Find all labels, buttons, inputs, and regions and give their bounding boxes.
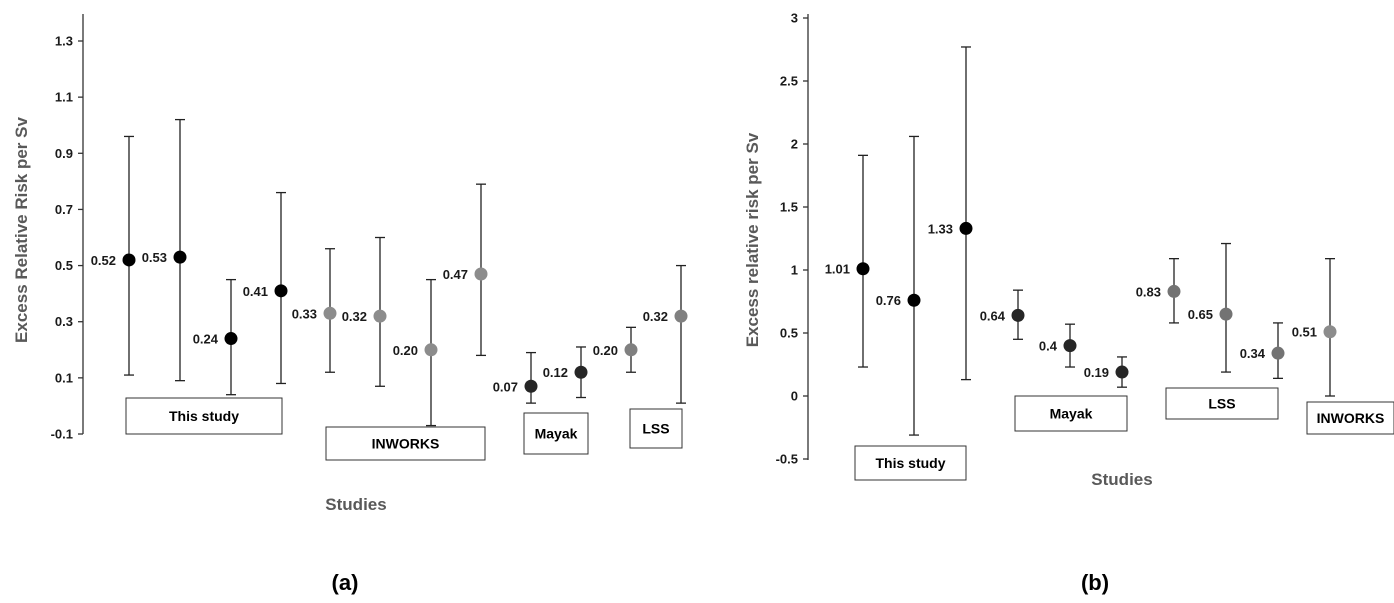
data-label: 0.83 bbox=[1136, 284, 1161, 299]
group-label: This study bbox=[169, 408, 239, 424]
data-point bbox=[224, 332, 238, 346]
group-label: LSS bbox=[1208, 396, 1235, 412]
data-label: 0.32 bbox=[342, 309, 367, 324]
data-label: 0.20 bbox=[393, 343, 418, 358]
data-point bbox=[674, 309, 688, 323]
data-point bbox=[524, 379, 538, 393]
y-tick-label: 0.5 bbox=[780, 326, 798, 341]
group-label: Mayak bbox=[1050, 406, 1093, 422]
group-label: This study bbox=[875, 455, 945, 471]
group-box bbox=[629, 408, 683, 449]
panel-label: (b) bbox=[1081, 570, 1109, 595]
data-point bbox=[323, 306, 337, 320]
data-label: 0.24 bbox=[193, 332, 219, 347]
data-label: 0.4 bbox=[1039, 339, 1058, 354]
data-point bbox=[1011, 308, 1025, 322]
data-label: 0.65 bbox=[1188, 307, 1213, 322]
data-label: 0.41 bbox=[243, 284, 268, 299]
data-point bbox=[574, 365, 588, 379]
data-point bbox=[959, 221, 973, 235]
data-point bbox=[274, 284, 288, 298]
group-box bbox=[125, 397, 283, 435]
data-point bbox=[1323, 325, 1337, 339]
data-label: 0.19 bbox=[1084, 365, 1109, 380]
data-point bbox=[1115, 365, 1129, 379]
y-tick-label: 2.5 bbox=[780, 74, 798, 89]
data-point bbox=[907, 293, 921, 307]
data-label: 0.53 bbox=[142, 250, 167, 265]
data-point bbox=[1271, 346, 1285, 360]
data-label: 0.34 bbox=[1240, 346, 1266, 361]
data-label: 0.07 bbox=[493, 379, 518, 394]
data-label: 1.01 bbox=[825, 262, 850, 277]
y-tick-label: 0.7 bbox=[55, 202, 73, 217]
data-point bbox=[373, 309, 387, 323]
x-axis-title: Studies bbox=[325, 495, 386, 514]
y-tick-label: -0.5 bbox=[776, 452, 798, 467]
data-point bbox=[122, 253, 136, 267]
data-label: 0.20 bbox=[593, 343, 618, 358]
y-tick-label: 2 bbox=[791, 137, 798, 152]
data-label: 0.51 bbox=[1292, 325, 1317, 340]
group-box bbox=[523, 412, 589, 455]
x-axis-title: Studies bbox=[1091, 470, 1152, 489]
data-point bbox=[1167, 284, 1181, 298]
y-tick-label: 1.3 bbox=[55, 34, 73, 49]
data-label: 0.47 bbox=[443, 267, 468, 282]
data-point bbox=[474, 267, 488, 281]
y-tick-label: 0.3 bbox=[55, 314, 73, 329]
data-label: 1.33 bbox=[928, 221, 953, 236]
y-tick-label: 0.9 bbox=[55, 146, 73, 161]
data-label: 0.76 bbox=[876, 293, 901, 308]
data-point bbox=[1063, 339, 1077, 353]
y-tick-label: 1.1 bbox=[55, 90, 73, 105]
data-point bbox=[173, 250, 187, 264]
data-point bbox=[856, 262, 870, 276]
group-box bbox=[1165, 387, 1279, 420]
y-tick-label: 0 bbox=[791, 389, 798, 404]
group-box bbox=[325, 426, 486, 461]
y-axis-title: Excess relative risk per Sv bbox=[743, 132, 762, 347]
panel-label: (a) bbox=[332, 570, 359, 595]
y-tick-label: 0.5 bbox=[55, 258, 73, 273]
group-box bbox=[1014, 395, 1128, 432]
y-tick-label: -0.1 bbox=[51, 427, 73, 442]
data-label: 0.12 bbox=[543, 365, 568, 380]
y-tick-label: 0.1 bbox=[55, 370, 73, 385]
group-label: INWORKS bbox=[372, 436, 440, 452]
y-tick-label: 1.5 bbox=[780, 200, 798, 215]
data-label: 0.33 bbox=[292, 306, 317, 321]
y-tick-label: 3 bbox=[791, 11, 798, 26]
y-tick-label: 1 bbox=[791, 263, 798, 278]
group-label: INWORKS bbox=[1317, 410, 1385, 426]
y-axis-title: Excess Relative Risk per Sv bbox=[12, 117, 31, 343]
data-point bbox=[424, 343, 438, 357]
data-label: 0.32 bbox=[643, 309, 668, 324]
group-label: LSS bbox=[642, 421, 669, 437]
group-box bbox=[854, 445, 967, 481]
data-label: 0.64 bbox=[980, 308, 1006, 323]
data-label: 0.52 bbox=[91, 253, 116, 268]
group-label: Mayak bbox=[535, 426, 578, 442]
data-point bbox=[624, 343, 638, 357]
group-box bbox=[1306, 401, 1394, 435]
data-point bbox=[1219, 307, 1233, 321]
